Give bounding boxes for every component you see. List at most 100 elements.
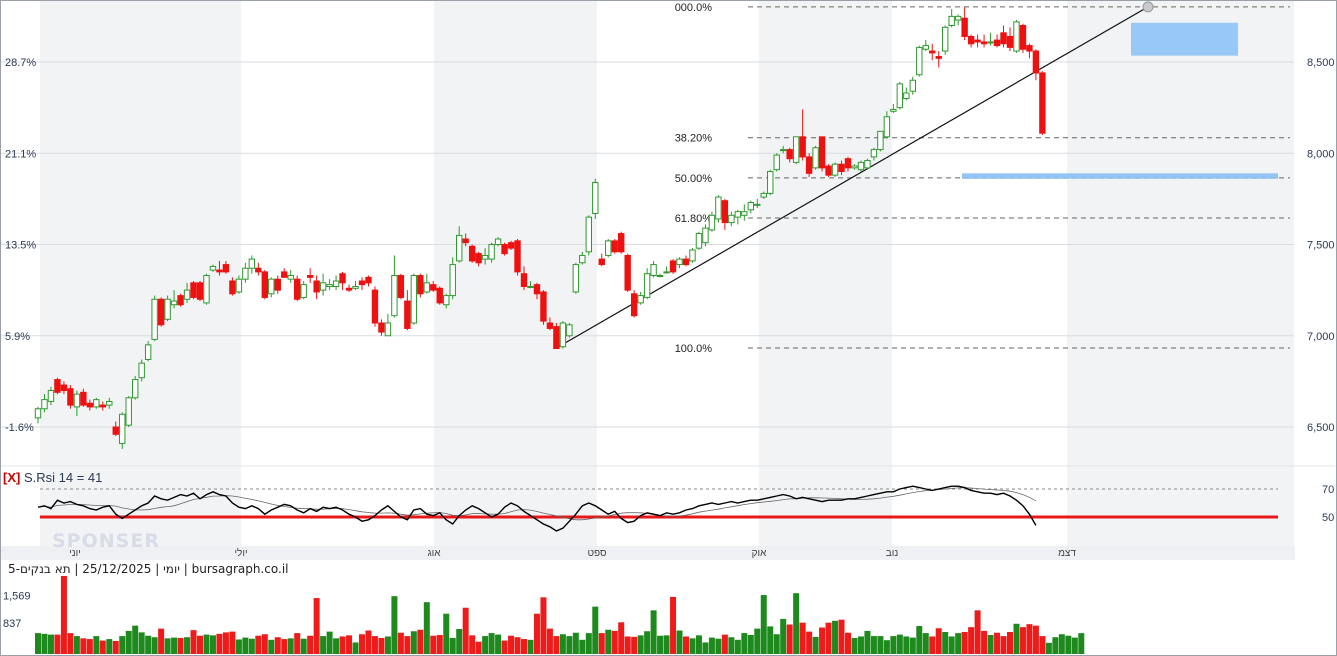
resistance-zone — [1131, 22, 1238, 56]
candle-body — [741, 211, 748, 216]
volume-bar — [793, 593, 800, 654]
rsi-close-button[interactable]: [X] — [3, 470, 21, 485]
volume-bar — [339, 636, 346, 654]
candle-body — [501, 244, 508, 255]
volume-bar — [799, 622, 806, 654]
volume-bar — [54, 634, 61, 654]
volume-bar — [359, 634, 365, 654]
volume-bar — [417, 629, 424, 654]
candle-body — [248, 258, 256, 269]
volume-bar — [508, 635, 515, 654]
volume-bar — [1019, 627, 1026, 654]
candle-body — [481, 254, 489, 260]
candle-body — [1013, 21, 1020, 52]
candle-body — [488, 244, 495, 260]
candle-body — [585, 216, 592, 253]
candle-body — [196, 282, 204, 300]
candle-body — [929, 50, 936, 54]
volume-bar — [60, 575, 67, 654]
volume-bar — [132, 625, 139, 654]
candle-body — [106, 400, 113, 406]
volume-bar — [112, 640, 119, 654]
month-label: אוג — [427, 548, 441, 559]
candle-body — [669, 260, 677, 273]
volume-bar — [1000, 636, 1007, 654]
candle-body — [132, 379, 139, 399]
volume-bar — [261, 634, 268, 654]
candle-body — [417, 275, 424, 295]
volume-bar — [819, 627, 826, 654]
candle-body — [235, 278, 243, 293]
volume-bar — [734, 639, 741, 654]
candle-body — [339, 273, 346, 284]
candle-body — [391, 275, 398, 317]
rsi-level-label: 70 — [1322, 484, 1334, 496]
volume-bar — [909, 637, 916, 654]
candle-body — [566, 324, 573, 337]
candle-body — [216, 269, 223, 273]
volume-bar — [618, 622, 625, 654]
month-axis-band — [1, 546, 1295, 560]
volume-bar — [268, 639, 275, 654]
volume-bar — [533, 613, 540, 654]
volume-bar — [540, 597, 547, 654]
candle-body — [287, 275, 294, 280]
volume-bar — [922, 633, 929, 654]
candle-body — [896, 83, 904, 109]
candle-body — [1039, 72, 1046, 134]
volume-bar — [371, 636, 378, 654]
month-shade-band — [1067, 1, 1294, 546]
candle-body — [844, 158, 852, 169]
volume-bar — [741, 633, 748, 654]
candle-body — [702, 227, 709, 244]
volume-bar — [501, 640, 508, 654]
volume-bar — [870, 636, 877, 654]
candle-body — [475, 253, 482, 264]
volume-bar — [546, 628, 553, 654]
volume-bar — [255, 635, 262, 654]
volume-bar — [851, 637, 858, 654]
volume-bar — [119, 636, 126, 654]
volume-bar — [145, 635, 152, 654]
volume-bar — [883, 640, 890, 654]
volume-bar — [1032, 625, 1039, 654]
volume-bar — [981, 630, 988, 654]
candle-body — [715, 196, 722, 220]
candle-body — [851, 165, 858, 169]
candle-body — [306, 275, 314, 278]
candle-body — [877, 130, 884, 151]
volume-bar — [559, 634, 566, 654]
volume-bar — [410, 631, 417, 654]
candle-body — [268, 278, 275, 295]
fibonacci-level-label: 50.00% — [675, 173, 713, 185]
volume-bar — [430, 635, 437, 654]
volume-bar — [877, 636, 884, 654]
volume-bar — [974, 610, 981, 654]
candle-body — [332, 280, 340, 287]
volume-bar — [994, 632, 1001, 654]
volume-bar — [689, 638, 696, 654]
volume-bar — [229, 631, 236, 654]
volume-bar — [184, 637, 191, 654]
volume-bar — [657, 635, 664, 654]
price-tick-label: 6,500 — [1307, 422, 1335, 434]
volume-bar — [987, 634, 994, 654]
candle-body — [397, 275, 405, 298]
candle-body — [864, 160, 871, 169]
percent-tick-label: 21.1% — [5, 148, 36, 160]
volume-bar — [670, 596, 677, 654]
volume-bar — [631, 636, 638, 654]
candle-body — [624, 254, 631, 291]
candle-body — [151, 298, 158, 340]
volume-bar — [436, 634, 443, 654]
fibonacci-level-label: 61.80% — [675, 213, 713, 225]
candle-body — [773, 154, 780, 171]
volume-bar — [676, 630, 683, 654]
fibonacci-level-label: 100.0% — [675, 343, 713, 355]
volume-bar — [708, 637, 715, 654]
candle-body — [443, 295, 450, 306]
volume-bar — [443, 613, 450, 654]
candle-body — [695, 233, 703, 249]
candle-body — [1026, 45, 1033, 52]
